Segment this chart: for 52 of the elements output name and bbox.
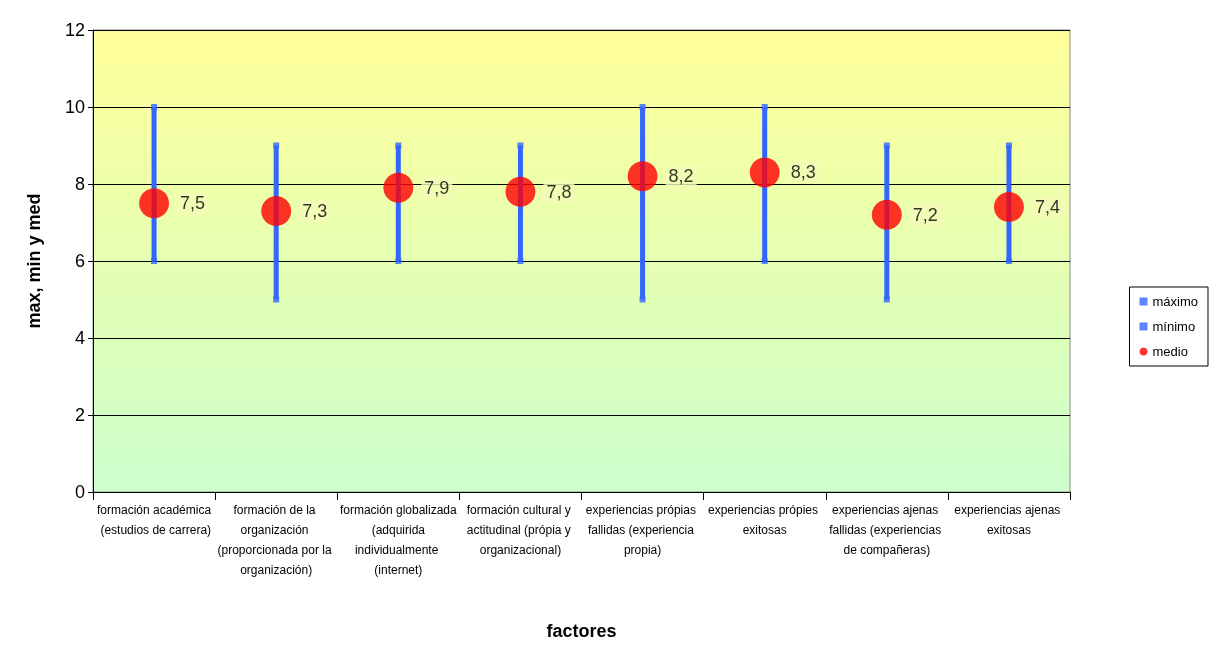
point <box>1005 142 1012 149</box>
point <box>151 258 158 264</box>
y-tick-label: 8 <box>74 174 85 194</box>
point <box>517 142 524 149</box>
point <box>273 296 280 303</box>
x-axis-title: factores <box>546 621 617 641</box>
data-label: 7,3 <box>302 200 328 221</box>
x-tick-label: experiencias ajenas exitosas <box>954 503 1064 537</box>
point <box>883 296 890 303</box>
point <box>505 176 536 207</box>
x-tick-label: formación globalizada (adquirida individualmente (internet) <box>339 503 457 577</box>
x-tick-label: experiencias própias fallidas (experiencia propia) <box>585 503 700 557</box>
data-label: 7,5 <box>180 193 206 214</box>
point <box>1005 258 1012 264</box>
y-tick-label: 2 <box>74 405 85 425</box>
point <box>627 161 658 192</box>
point <box>993 192 1024 223</box>
y-axis-title: max, min y med <box>24 193 44 329</box>
point <box>639 104 646 110</box>
point <box>395 142 402 149</box>
point <box>749 157 780 188</box>
data-label: 8,3 <box>790 162 816 183</box>
x-tick-label: formación de la organización (proporcionada por la organización) <box>217 503 335 577</box>
point <box>151 104 158 110</box>
data-label: 7,2 <box>912 204 938 225</box>
point <box>261 195 292 226</box>
y-tick-label: 0 <box>74 482 85 502</box>
point <box>517 258 524 264</box>
point <box>761 104 768 110</box>
legend-label: máximo <box>1152 294 1199 309</box>
point <box>883 142 890 149</box>
y-tick-label: 10 <box>64 97 85 117</box>
legend-label: medio <box>1152 344 1188 359</box>
y-tick-label: 4 <box>74 328 85 348</box>
y-tick-label: 6 <box>74 251 85 271</box>
data-label: 8,2 <box>668 166 694 187</box>
point <box>383 172 414 203</box>
point <box>639 296 646 303</box>
point <box>273 142 280 149</box>
legend-label: mínimo <box>1152 319 1196 334</box>
x-tick-label: formación cultural y actitudinal (própia y organizacional) <box>466 503 575 557</box>
x-tick-label: formación académica (estudios de carrera) <box>97 503 212 537</box>
point <box>761 258 768 264</box>
data-label: 7,4 <box>1034 197 1060 218</box>
data-label: 7,9 <box>424 177 450 198</box>
point <box>139 188 170 219</box>
y-tick-label: 12 <box>64 20 85 40</box>
data-label: 7,8 <box>546 181 572 202</box>
x-tick-label: experiencias ajenas fallidas (experiencias de compañeras) <box>829 503 945 557</box>
x-tick-label: experiencias própies exitosas <box>707 503 822 537</box>
point <box>395 258 402 264</box>
point <box>871 199 902 230</box>
